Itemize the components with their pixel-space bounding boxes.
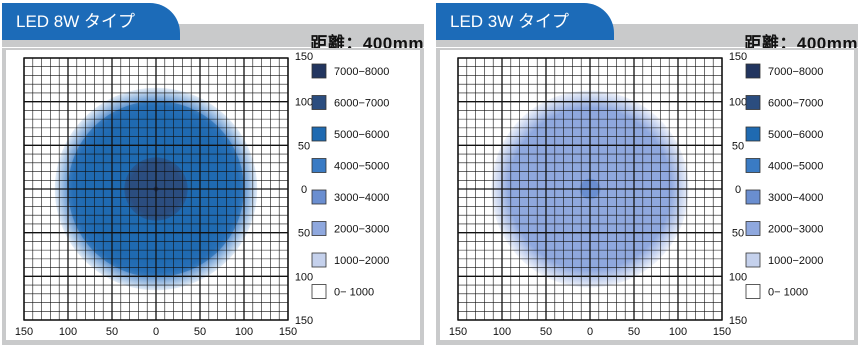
legend-swatch <box>745 63 761 79</box>
legend-label: 4000−5000 <box>334 161 389 173</box>
legend-swatch <box>745 95 761 110</box>
x-tick-label: 100 <box>59 326 77 338</box>
legend-label: 5000−6000 <box>334 129 389 141</box>
y-tick-label: 50 <box>298 228 310 240</box>
plot-frame <box>457 57 723 321</box>
chart-area: 150 100 50 0 50 100 150 150 100 50 0 50 100 150 7000−8… <box>6 50 420 340</box>
chart-title: LED 8W タイプ <box>2 3 180 40</box>
y-tick-label: 100 <box>729 271 747 283</box>
y-tick-label: 150 <box>295 51 313 63</box>
y-tick-label: 100 <box>295 97 313 109</box>
x-tick-label: 0 <box>153 326 159 338</box>
chart-panel-8w: LED 8W タイプ 距離：400mm 150 100 50 0 50 100 150 150… <box>2 0 424 345</box>
legend-swatch <box>745 221 761 236</box>
legend-label: 6000−7000 <box>334 98 389 110</box>
legend-swatch <box>745 189 761 205</box>
legend-label: 2000−3000 <box>334 224 389 236</box>
chart-frame: 150 100 50 0 50 100 150 150 100 50 0 50 100 150 7000−8… <box>436 48 858 345</box>
x-tick-label: 150 <box>449 326 467 338</box>
y-tick-label: 50 <box>732 140 744 152</box>
legend-swatch <box>311 158 327 173</box>
x-tick-label: 50 <box>106 326 118 338</box>
y-tick-label: 0 <box>735 184 741 196</box>
legend-label: 7000−8000 <box>768 66 823 78</box>
x-tick-label: 50 <box>194 326 206 338</box>
legend-label: 3000−4000 <box>768 192 823 204</box>
grid <box>457 57 723 321</box>
legend-swatch <box>311 126 327 142</box>
legend-label: 7000−8000 <box>334 66 389 78</box>
chart-title: LED 3W タイプ <box>436 3 614 40</box>
y-tick-label: 50 <box>732 228 744 240</box>
heatmap-chart: 150 100 50 0 50 100 150150100500501001507000−8… <box>15 51 390 338</box>
heatmap-chart: 150 100 50 0 50 100 150150100500501001507000−8… <box>449 51 824 338</box>
plot-frame <box>23 57 289 321</box>
legend-swatch <box>311 284 327 299</box>
y-tick-label: 150 <box>295 315 313 327</box>
chart-frame: 150 100 50 0 50 100 150 150 100 50 0 50 100 150 7000−8… <box>2 48 424 345</box>
x-tick-label: 150 <box>15 326 33 338</box>
legend-swatch <box>311 189 327 205</box>
legend-label: 6000−7000 <box>768 98 823 110</box>
y-tick-label: 150 <box>729 315 747 327</box>
legend-label: 5000−6000 <box>768 129 823 141</box>
legend-label: 0− 1000 <box>768 287 808 299</box>
legend-swatch <box>311 63 327 79</box>
x-tick-label: 150 <box>713 326 731 338</box>
x-tick-label: 0 <box>587 326 593 338</box>
x-tick-label: 150 <box>279 326 297 338</box>
legend-label: 4000−5000 <box>768 161 823 173</box>
legend-swatch <box>745 126 761 142</box>
y-tick-label: 100 <box>295 271 313 283</box>
legend-swatch <box>745 158 761 173</box>
chart-area: 150 100 50 0 50 100 150 150 100 50 0 50 100 150 7000−8… <box>440 50 854 340</box>
legend-label: 1000−2000 <box>334 255 389 267</box>
x-tick-label: 100 <box>669 326 687 338</box>
x-tick-label: 100 <box>493 326 511 338</box>
grid <box>23 57 289 321</box>
chart-panel-3w: LED 3W タイプ 距離：400mm 150 100 50 0 50 100 150 150… <box>436 0 858 345</box>
x-tick-label: 100 <box>235 326 253 338</box>
legend-label: 1000−2000 <box>768 255 823 267</box>
legend-swatch <box>745 284 761 299</box>
y-tick-label: 150 <box>729 51 747 63</box>
x-tick-label: 50 <box>628 326 640 338</box>
legend-label: 2000−3000 <box>768 224 823 236</box>
y-tick-label: 50 <box>298 140 310 152</box>
legend-swatch <box>311 252 327 268</box>
legend-label: 3000−4000 <box>334 192 389 204</box>
legend-swatch <box>311 221 327 236</box>
legend-swatch <box>311 95 327 110</box>
y-tick-label: 0 <box>301 184 307 196</box>
legend-label: 0− 1000 <box>334 287 374 299</box>
x-tick-label: 50 <box>540 326 552 338</box>
legend-swatch <box>745 252 761 268</box>
y-tick-label: 100 <box>729 97 747 109</box>
